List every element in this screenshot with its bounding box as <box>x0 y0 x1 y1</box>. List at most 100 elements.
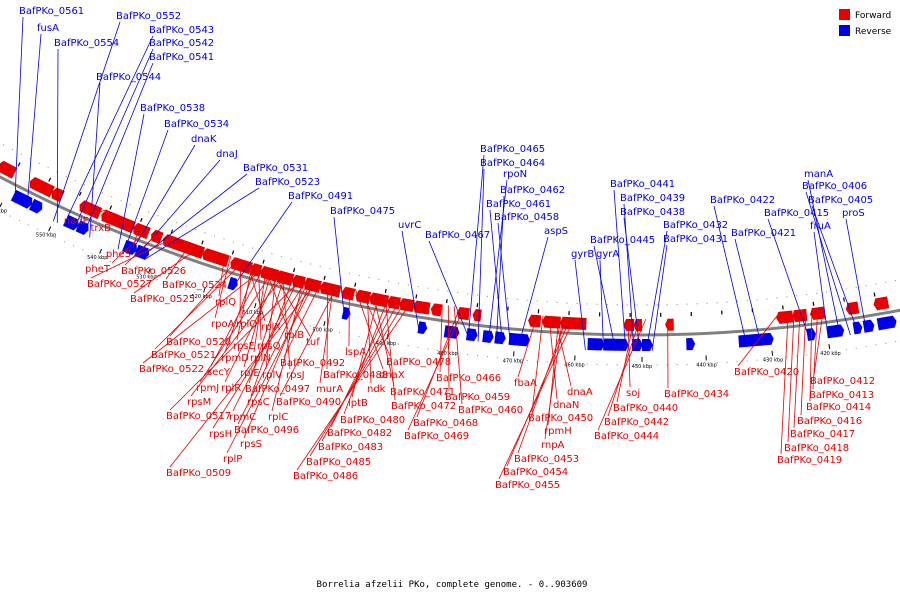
leader-line <box>169 280 319 468</box>
forward-gene <box>341 286 356 301</box>
forward-gene <box>51 187 65 203</box>
forward-gene <box>79 200 103 220</box>
reverse-gene-label: BafPKo_0554 <box>54 38 119 49</box>
leader-line <box>190 271 287 397</box>
legend-reverse-swatch <box>839 25 850 36</box>
leader-line <box>279 284 338 397</box>
leader-line <box>467 154 485 341</box>
leader-line <box>645 230 668 352</box>
reverse-gene <box>28 198 43 214</box>
forward-gene-label: rpmJ <box>196 383 219 394</box>
leader-line <box>805 191 851 336</box>
leader-line <box>787 310 795 443</box>
forward-gene-label: BafPKo_0454 <box>503 467 568 478</box>
forward-gene <box>623 318 635 331</box>
forward-gene <box>541 315 561 329</box>
reverse-gene <box>134 244 150 260</box>
reverse-gene-label: gyrB <box>571 249 594 260</box>
leader-line <box>132 223 141 249</box>
reverse-gene-label: dnaJ <box>216 149 238 160</box>
leader-line <box>489 209 503 345</box>
forward-gene-label: BafPKo_0442 <box>604 417 669 428</box>
leader-line <box>593 245 617 351</box>
tick-label: 430 kbp <box>763 358 783 364</box>
forward-gene-label: rplP <box>223 454 242 465</box>
reverse-gene <box>10 189 33 209</box>
leader-line <box>264 265 289 330</box>
leader-line <box>651 244 668 351</box>
forward-gene-label: rpmD <box>221 353 249 364</box>
forward-gene-label: BafPKo_0460 <box>458 405 523 416</box>
forward-gene-label: rpsM <box>187 397 211 408</box>
forward-gene-label: BafPKo_0497 <box>245 384 310 395</box>
reverse-gene-label: BafPKo_0467 <box>425 230 490 241</box>
reverse-gene-label: BafPKo_0544 <box>96 72 161 83</box>
leader-line <box>607 318 641 417</box>
tick-label: 440 kbp <box>696 362 716 368</box>
forward-gene-label: BafPKo_0478 <box>386 357 451 368</box>
reverse-gene-label: fruA <box>810 221 831 232</box>
forward-gene-label: rpsE <box>233 341 255 352</box>
leader-line <box>477 168 485 342</box>
leader-line <box>265 269 277 370</box>
forward-gene-label: BafPKo_0527 <box>87 279 152 290</box>
forward-gene-label: trxB <box>90 223 111 234</box>
gene-labels: BafPKo_0561 fusA BafPKo_0552 BafPKo_0554 Baf… <box>19 6 875 491</box>
reverse-gene-label: proS <box>842 208 865 219</box>
forward-gene-label: rpsJ <box>286 370 305 381</box>
leader-line <box>165 242 192 280</box>
leader-line <box>226 279 317 454</box>
leader-line <box>793 309 801 429</box>
tick-label: 450 kbp <box>632 364 652 370</box>
forward-gene-label: BafPKo_0414 <box>806 402 871 413</box>
forward-gene-label: rpsQ <box>257 341 281 352</box>
legend-forward-swatch <box>839 9 850 20</box>
tick-mark <box>828 344 831 350</box>
forward-gene-label: rpsH <box>209 429 232 440</box>
forward-gene-label: BafPKo_0440 <box>613 403 678 414</box>
leader-line <box>90 209 107 216</box>
tick-label: 500 kbp <box>312 328 332 334</box>
leader-line <box>133 245 202 294</box>
minor-tick <box>17 162 21 167</box>
leader-line <box>495 195 505 344</box>
leader-line <box>236 262 253 341</box>
leader-line <box>142 266 267 364</box>
leader-line <box>237 278 311 425</box>
leader-line <box>283 281 323 358</box>
forward-gene-label: BafPKo_0417 <box>790 429 855 440</box>
reverse-gene <box>603 338 629 351</box>
reverse-gene-label: BafPKo_0464 <box>480 158 545 169</box>
leader-line <box>111 212 114 223</box>
forward-gene-label: BafPKo_0468 <box>413 418 478 429</box>
reverse-gene-label: BafPKo_0541 <box>149 52 214 63</box>
gene-features <box>0 160 897 351</box>
forward-gene <box>151 229 164 245</box>
forward-gene <box>472 309 482 322</box>
forward-gene-label: rplX <box>261 322 281 333</box>
leader-line <box>498 317 576 480</box>
reverse-gene-label: BafPKo_0543 <box>149 25 214 36</box>
forward-gene-label: rpmH <box>544 426 572 437</box>
tick-mark <box>48 226 52 232</box>
leader-line <box>616 318 635 403</box>
forward-gene-label: rplR <box>221 383 241 394</box>
forward-gene <box>202 248 230 268</box>
forward-gene-label: BafPKo_0413 <box>809 390 874 401</box>
forward-gene-label: BafPKo_0455 <box>495 480 560 491</box>
forward-gene-label: ndk <box>367 384 386 395</box>
leader-line <box>416 306 461 418</box>
reverse-gene-label: BafPKo_0405 <box>808 195 873 206</box>
leader-line <box>243 268 273 368</box>
forward-gene-label: BafPKo_0522 <box>139 364 204 375</box>
forward-gene-label: BafPKo_0526 <box>121 266 186 277</box>
minor-tick <box>354 282 357 287</box>
reverse-gene-label: BafPKo_0552 <box>116 11 181 22</box>
reverse-gene-label: BafPKo_0431 <box>663 234 728 245</box>
tick-label: 460 kbp <box>564 363 584 369</box>
leader-line <box>813 231 829 339</box>
minor-tick <box>445 299 448 304</box>
forward-gene <box>319 281 342 298</box>
reverse-gene-label: BafPKo_0441 <box>610 179 675 190</box>
